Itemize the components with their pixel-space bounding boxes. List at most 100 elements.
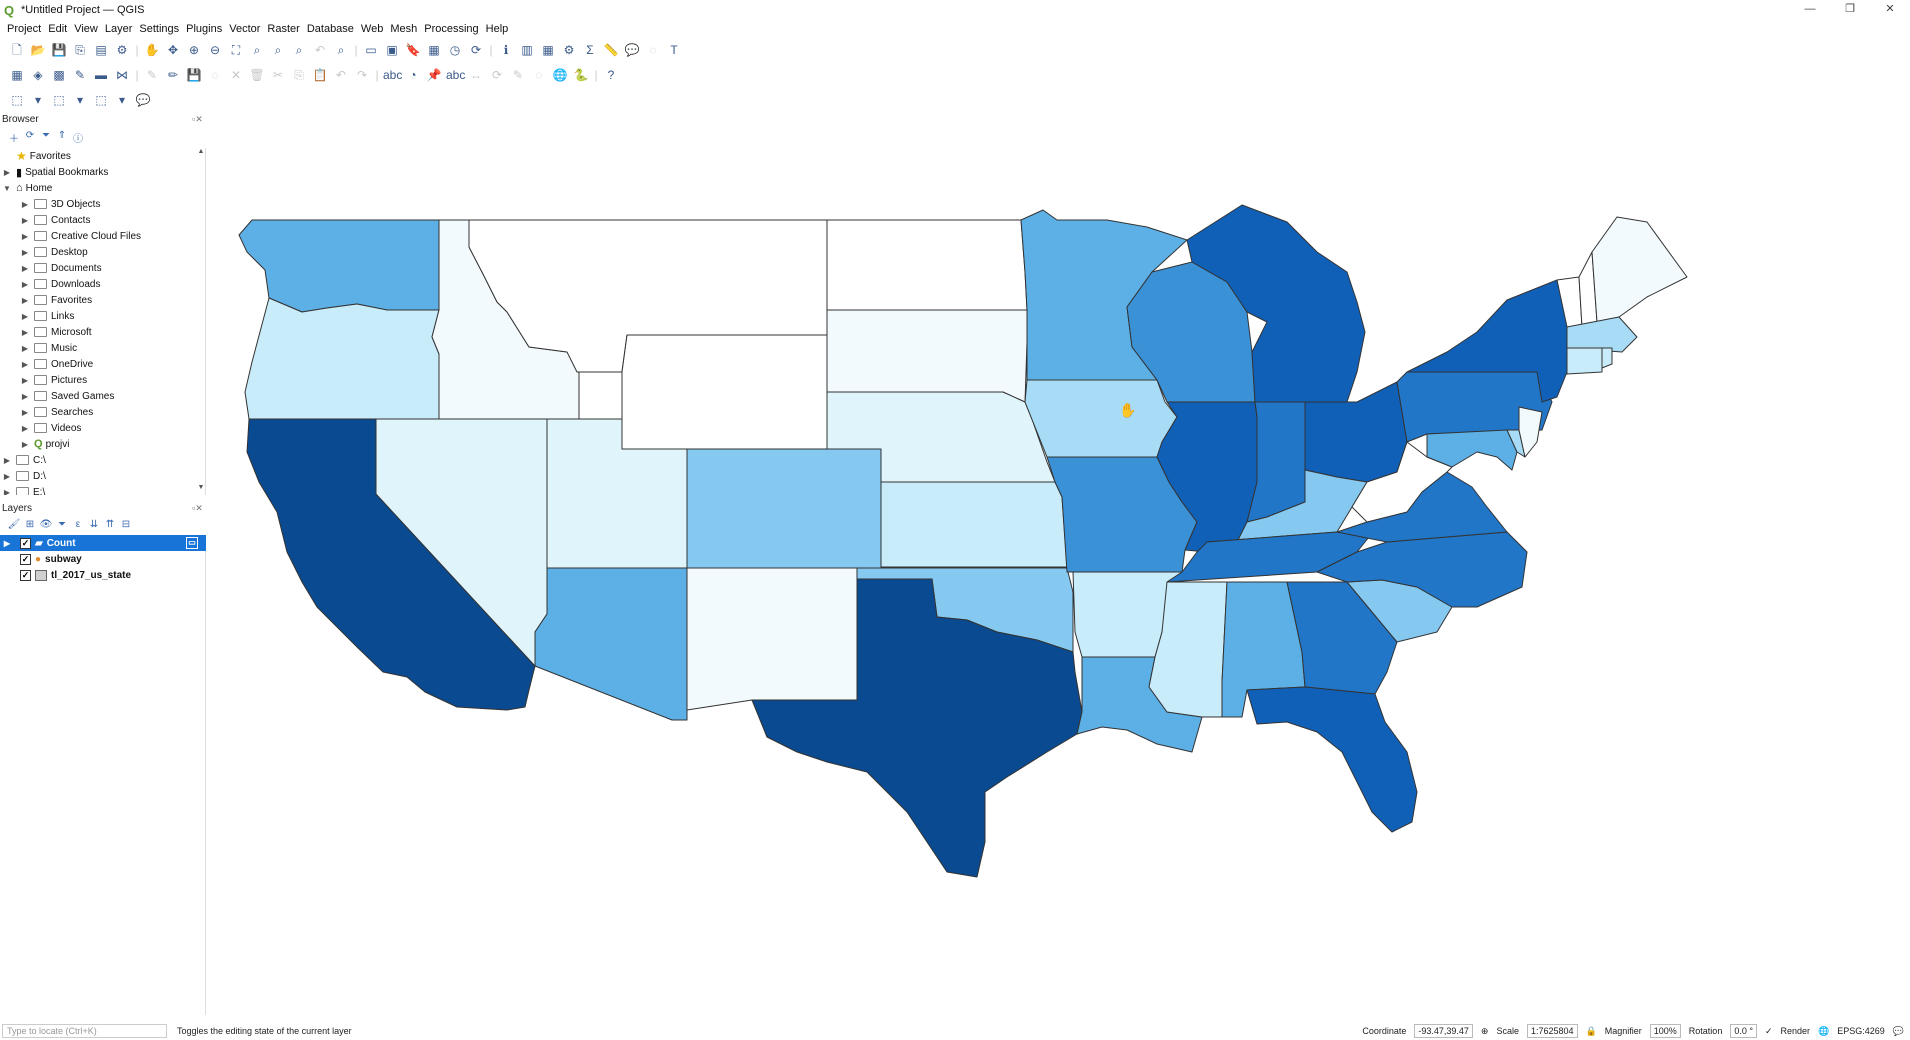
extents-toggle-icon[interactable]: ⊕ [1480,1025,1489,1036]
globe-icon[interactable]: 🌐 [552,68,568,82]
expand-arrow-icon[interactable]: ▶ [21,231,29,241]
redo-icon[interactable]: ↷ [356,68,368,82]
browser-item-contacts[interactable]: ▶ Contacts [21,214,91,226]
browser-item-microsoft[interactable]: ▶ Microsoft [21,326,92,338]
browser-item-videos[interactable]: ▶ Videos [21,422,82,434]
vertex-tool-icon[interactable]: ✕ [230,68,242,82]
layer-styling-icon[interactable]: 🖌 [7,519,21,530]
zoom-next-icon[interactable]: ⌕ [337,43,345,57]
rotation-field[interactable]: 0.0 ° [1730,1024,1757,1038]
locator-search-input[interactable]: Type to locate (Ctrl+K) [2,1024,167,1038]
select-features-icon[interactable]: ⬚ [11,93,23,107]
zoom-selection-icon[interactable]: ⌕ [253,43,261,57]
browser-item-pictures[interactable]: ▶ Pictures [21,374,88,386]
data-source-manager-icon[interactable]: ▦ [11,68,23,82]
manage-themes-icon[interactable]: 👁 [39,519,53,530]
browser-item-drive-d[interactable]: ▶ D:\ [3,470,46,482]
zoom-last-icon[interactable]: ↶ [314,43,326,57]
expand-arrow-icon[interactable]: ▶ [3,538,11,548]
select-dropdown-icon[interactable]: ▾ [34,93,42,107]
menu-edit[interactable]: Edit [48,23,68,35]
browser-item-favorites[interactable]: ★ Favorites [16,149,71,163]
menu-processing[interactable]: Processing [424,23,479,35]
save-edits-icon[interactable]: 💾 [186,68,202,82]
expand-arrow-icon[interactable]: ▶ [21,327,29,337]
select-all-icon[interactable]: ⬚ [95,93,107,107]
expand-arrow-icon[interactable]: ▶ [21,215,29,225]
help-icon[interactable]: ? [607,68,615,82]
delete-selected-icon[interactable]: 🗑 [249,68,265,82]
zoom-in-icon[interactable]: ⊕ [188,43,200,57]
processing-toolbox-icon[interactable]: ⚙ [563,43,575,57]
menu-raster[interactable]: Raster [267,23,300,35]
menu-settings[interactable]: Settings [139,23,180,35]
browser-item-downloads[interactable]: ▶ Downloads [21,278,101,290]
deselect-icon[interactable]: ▾ [76,93,84,107]
identify-icon[interactable]: ℹ [503,43,509,57]
refresh-icon[interactable]: ⟳ [25,130,35,141]
browser-item-searches[interactable]: ▶ Searches [21,406,94,418]
collapse-all-icon[interactable]: ⇈ [105,519,115,530]
expand-arrow-icon[interactable]: ▶ [21,343,29,353]
diagram-icon[interactable]: ◔ [409,68,417,82]
layers-panel-controls[interactable]: ▫✕ [192,503,203,513]
browser-item-music[interactable]: ▶ Music [21,342,78,354]
menu-help[interactable]: Help [485,23,509,35]
expand-arrow-icon[interactable]: ▶ [21,199,29,209]
add-selected-layers-icon[interactable]: ＋ [9,134,19,145]
highlight-labels-icon[interactable]: abc [446,68,466,82]
layer-item-subway[interactable]: ✓ ● subway [20,553,82,565]
menu-web[interactable]: Web [360,23,384,35]
scroll-down-icon[interactable]: ▼ [197,484,205,491]
new-project-icon[interactable]: 🗋 [12,43,22,57]
menu-layer[interactable]: Layer [104,23,133,35]
browser-item-drive-c[interactable]: ▶ C:\ [3,454,46,466]
zoom-layer-icon[interactable]: ⌕ [274,43,282,57]
paste-features-icon[interactable]: 📋 [312,68,328,82]
statistics-icon[interactable]: Σ [586,43,594,57]
add-raster-icon[interactable]: ▩ [53,68,65,82]
refresh-icon[interactable]: ⟳ [470,43,482,57]
expand-all-icon[interactable]: ⇊ [89,519,99,530]
menu-mesh[interactable]: Mesh [390,23,418,35]
coordinate-field[interactable]: -93.47,39.47 [1414,1024,1473,1038]
copy-features-icon[interactable]: ⎘ [294,68,304,82]
add-virtual-layer-icon[interactable]: ▬ [95,68,107,82]
menu-plugins[interactable]: Plugins [186,23,223,35]
expand-arrow-icon[interactable]: ▶ [21,439,29,449]
cut-features-icon[interactable]: ✂ [272,68,284,82]
filter-expression-icon[interactable]: ε [75,519,81,530]
browser-scrollbar[interactable]: ▲ ▼ [196,148,206,495]
zoom-full-icon[interactable]: ⛶ [231,43,241,57]
layer-visibility-checkbox[interactable]: ✓ [20,569,31,581]
label-icon[interactable]: abc [383,68,403,82]
crs-icon[interactable]: 🌐 [1818,1025,1830,1036]
properties-icon[interactable]: ⓘ [73,134,83,145]
browser-item-links[interactable]: ▶ Links [21,310,75,322]
move-label-icon[interactable]: ↔ [470,68,482,82]
magnifier-field[interactable]: 100% [1649,1024,1681,1038]
style-manager-icon[interactable]: ⚙ [116,43,128,57]
expand-arrow-icon[interactable]: ▶ [3,487,11,496]
browser-item-saved-games[interactable]: ▶ Saved Games [21,390,115,402]
current-edits-icon[interactable]: ✎ [146,68,158,82]
undo-icon[interactable]: ↶ [335,68,347,82]
add-wms-icon[interactable]: ⋈ [116,68,128,82]
show-hide-labels-icon[interactable]: ◌ [535,68,543,82]
close-button[interactable]: ✕ [1885,3,1895,15]
menu-project[interactable]: Project [7,23,42,35]
expand-arrow-icon[interactable]: ▶ [21,279,29,289]
browser-item-creative-cloud-files[interactable]: ▶ Creative Cloud Files [21,230,142,242]
add-delimited-text-icon[interactable]: ✎ [74,68,86,82]
collapse-arrow-icon[interactable]: ▼ [3,183,11,193]
print-layout-icon[interactable]: ▤ [95,43,107,57]
map-tips-toggle-icon[interactable]: 💬 [135,93,151,107]
messages-icon[interactable]: 💬 [1892,1025,1904,1036]
measure-icon[interactable]: 📏 [603,43,619,57]
new-3d-view-icon[interactable]: ▣ [386,43,398,57]
filter-icon[interactable]: ⏷ [42,130,50,141]
select-location-dropdown-icon[interactable]: ▾ [118,93,126,107]
crs-button[interactable]: EPSG:4269 [1837,1026,1885,1036]
layer-item-tl-2017-us-state[interactable]: ✓ tl_2017_us_state [20,569,132,581]
